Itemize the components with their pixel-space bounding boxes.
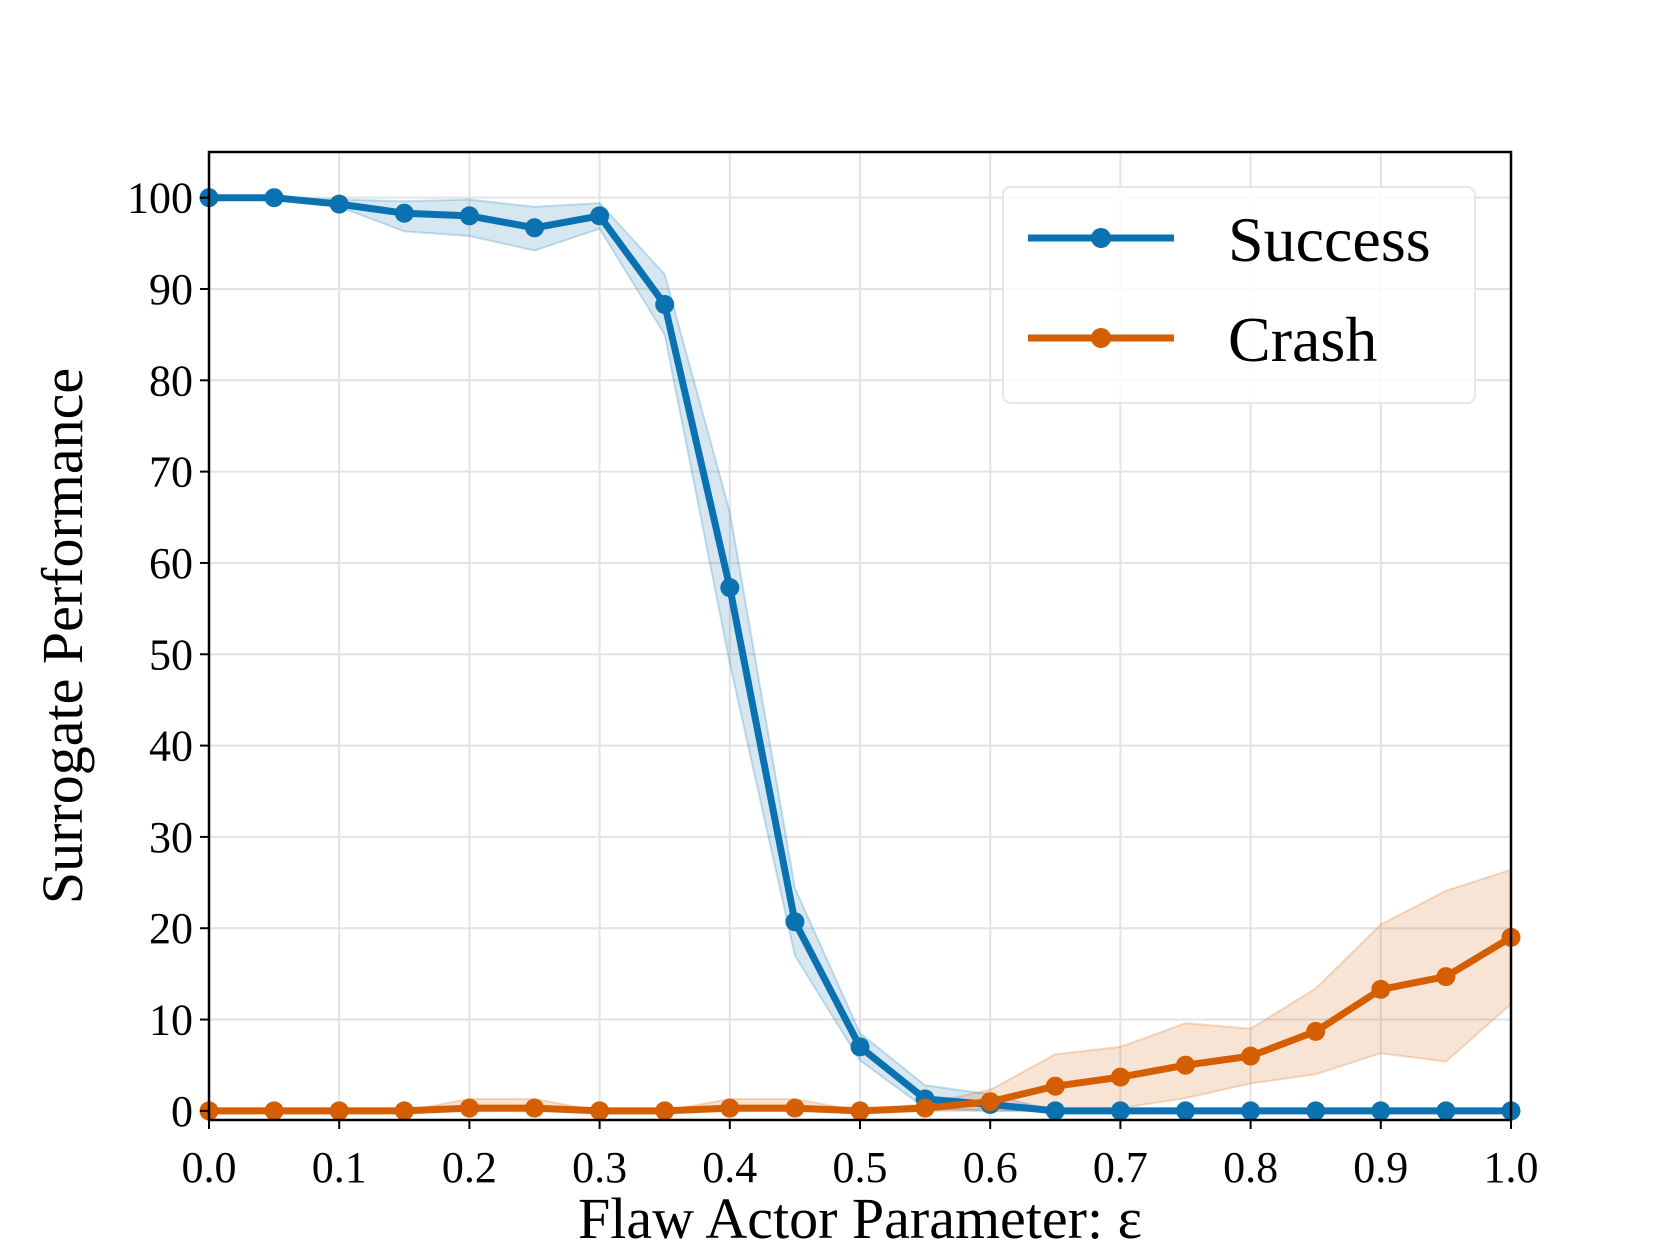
y-tick-label: 30 bbox=[149, 813, 193, 862]
legend-crash-label: Crash bbox=[1228, 304, 1377, 375]
x-tick-label: 0.6 bbox=[963, 1143, 1018, 1192]
success-point bbox=[720, 578, 740, 598]
y-tick-label: 90 bbox=[149, 265, 193, 314]
y-tick-label: 100 bbox=[127, 174, 193, 223]
crash-point bbox=[394, 1101, 414, 1121]
crash-point bbox=[915, 1098, 935, 1118]
crash-point bbox=[329, 1101, 349, 1121]
success-point bbox=[1241, 1101, 1261, 1121]
x-axis-ticks: 0.0 0.1 0.2 0.3 0.4 0.5 0.6 0.7 0.8 0.9 1.0 bbox=[182, 1120, 1539, 1192]
success-point bbox=[785, 912, 805, 932]
success-point bbox=[264, 188, 284, 208]
crash-point bbox=[1110, 1067, 1130, 1087]
y-axis-label: Surrogate Performance bbox=[30, 368, 95, 904]
crash-point bbox=[850, 1101, 870, 1121]
success-point bbox=[655, 295, 675, 314]
crash-point bbox=[1176, 1055, 1195, 1075]
success-confidence-band bbox=[209, 196, 1511, 1112]
x-tick-label: 0.7 bbox=[1093, 1143, 1148, 1192]
y-tick-label: 80 bbox=[149, 356, 193, 405]
crash-point bbox=[1045, 1076, 1065, 1096]
success-point bbox=[590, 206, 610, 226]
y-tick-label: 20 bbox=[149, 904, 193, 953]
x-tick-label: 0.3 bbox=[572, 1143, 627, 1192]
success-point bbox=[1110, 1101, 1130, 1121]
y-tick-label: 50 bbox=[149, 630, 193, 679]
x-tick-label: 0.4 bbox=[702, 1143, 757, 1192]
x-axis-label: Flaw Actor Parameter: ε bbox=[578, 1186, 1142, 1246]
crash-point bbox=[655, 1101, 675, 1121]
crash-point bbox=[1241, 1046, 1261, 1066]
success-point bbox=[459, 206, 479, 226]
crash-point bbox=[1371, 979, 1391, 999]
y-tick-label: 40 bbox=[149, 722, 193, 771]
series-markers bbox=[199, 188, 1521, 1121]
x-tick-label: 0.1 bbox=[312, 1143, 367, 1192]
crash-point bbox=[1306, 1021, 1326, 1041]
crash-point bbox=[720, 1098, 740, 1118]
x-tick-label: 0.9 bbox=[1353, 1143, 1408, 1192]
success-point bbox=[1371, 1101, 1391, 1121]
success-point bbox=[329, 194, 349, 214]
y-axis-ticks: 0 10 20 30 40 50 60 70 80 90 100 bbox=[127, 174, 209, 1136]
x-tick-label: 0.0 bbox=[182, 1143, 237, 1192]
legend-crash-marker bbox=[1091, 328, 1111, 348]
x-tick-label: 0.5 bbox=[833, 1143, 888, 1192]
y-tick-label: 10 bbox=[149, 996, 193, 1045]
success-point bbox=[1436, 1101, 1456, 1121]
legend-success-marker bbox=[1091, 228, 1111, 248]
y-tick-label: 70 bbox=[149, 448, 193, 497]
success-point bbox=[850, 1037, 870, 1057]
crash-point bbox=[459, 1098, 479, 1118]
y-tick-label: 60 bbox=[149, 539, 193, 588]
legend: Success Crash bbox=[1002, 186, 1476, 404]
x-tick-label: 0.2 bbox=[442, 1143, 497, 1192]
success-point bbox=[1045, 1101, 1065, 1121]
crash-point bbox=[590, 1101, 610, 1121]
success-point bbox=[525, 218, 544, 238]
crash-point bbox=[1436, 967, 1456, 987]
y-tick-label: 0 bbox=[171, 1087, 193, 1136]
legend-success-label: Success bbox=[1228, 204, 1431, 275]
crash-point bbox=[264, 1101, 284, 1121]
success-point bbox=[1176, 1101, 1195, 1121]
crash-point bbox=[525, 1098, 544, 1118]
crash-point bbox=[980, 1092, 1000, 1112]
x-tick-label: 0.8 bbox=[1223, 1143, 1278, 1192]
success-point bbox=[394, 203, 414, 223]
x-tick-label: 1.0 bbox=[1484, 1143, 1539, 1192]
crash-point bbox=[785, 1098, 805, 1118]
success-point bbox=[1306, 1101, 1326, 1121]
